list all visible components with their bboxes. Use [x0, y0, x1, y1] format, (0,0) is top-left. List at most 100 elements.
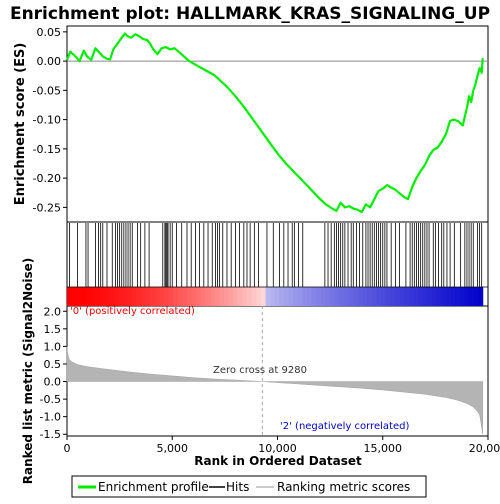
rank-color-band-segment	[409, 287, 414, 306]
chart-title: Enrichment plot: HALLMARK_KRAS_SIGNALING…	[10, 4, 490, 24]
es-ytick-label: 0.05	[37, 26, 62, 39]
rank-color-band-segment	[159, 287, 164, 306]
es-ytick-label: -0.10	[33, 114, 61, 127]
es-ytick-label: -0.15	[33, 143, 61, 156]
rank-color-band-segment	[427, 287, 432, 306]
rank-color-band-segment	[363, 287, 368, 306]
es-ytick-label: 0.00	[37, 55, 62, 68]
rank-color-band-segment	[344, 287, 349, 306]
metric-axis-label: Ranked list metric (Signal2Noise)	[21, 258, 35, 485]
rank-color-band-segment	[372, 287, 377, 306]
rank-color-band-segment	[224, 287, 229, 306]
x-tick-label: 5,000	[157, 442, 189, 455]
legend: Enrichment profile Hits Ranking metric s…	[72, 476, 426, 497]
rank-color-band-segment	[210, 287, 215, 306]
rank-color-band-segment	[432, 287, 437, 306]
es-ytick-label: -0.05	[33, 84, 61, 97]
legend-label-hits: Hits	[226, 480, 249, 494]
rank-color-band-segment	[233, 287, 238, 306]
rank-color-band-segment	[289, 287, 294, 306]
rank-color-band-segment	[67, 287, 72, 306]
rank-color-band-segment	[95, 287, 100, 306]
rank-color-band-segment	[196, 287, 201, 306]
rank-color-band-segment	[219, 287, 224, 306]
rank-color-band-segment	[275, 287, 280, 306]
rank-color-band-segment	[321, 287, 326, 306]
rank-color-band-segment	[113, 287, 118, 306]
rank-color-band-segment	[182, 287, 187, 306]
rank-color-band-segment	[173, 287, 178, 306]
rank-color-band-segment	[358, 287, 363, 306]
rank-color-band-segment	[460, 287, 465, 306]
rank-color-band-segment	[215, 287, 220, 306]
rank-color-band-segment	[90, 287, 95, 306]
rank-color-band-segment	[307, 287, 312, 306]
x-tick-label: 0	[64, 442, 71, 455]
rank-color-band-segment	[136, 287, 141, 306]
rank-color-band-segment	[367, 287, 372, 306]
rank-color-band-segment	[437, 287, 442, 306]
rank-color-band-segment	[284, 287, 289, 306]
rank-color-band-segment	[316, 287, 321, 306]
rank-color-band-segment	[279, 287, 284, 306]
negative-correlated-label: '2' (negatively correlated)	[280, 421, 409, 432]
rank-color-band-segment	[455, 287, 460, 306]
metric-ytick-label: 2.0	[44, 305, 62, 318]
rank-color-band-segment	[386, 287, 391, 306]
es-ytick-label: -0.25	[33, 201, 61, 214]
rank-color-band-segment	[413, 287, 418, 306]
rank-color-band-segment	[266, 287, 271, 306]
rank-color-band-segment	[446, 287, 451, 306]
rank-color-band-segment	[81, 287, 86, 306]
rank-color-band-segment	[141, 287, 146, 306]
rank-color-band-segment	[99, 287, 104, 306]
rank-color-band-segment	[104, 287, 109, 306]
metric-ytick-label: 1.5	[44, 323, 62, 336]
rank-color-band-segment	[349, 287, 354, 306]
positive-correlated-label: '0' (positively correlated)	[70, 306, 195, 317]
rank-color-band-segment	[109, 287, 114, 306]
metric-ytick-label: -1.5	[40, 428, 61, 441]
rank-color-band-segment	[335, 287, 340, 306]
legend-label-metric: Ranking metric scores	[277, 480, 410, 494]
rank-color-band-segment	[243, 287, 248, 306]
rank-color-band-segment	[312, 287, 317, 306]
rank-color-band-segment	[127, 287, 132, 306]
rank-color-band-segment	[376, 287, 381, 306]
rank-color-band-segment	[122, 287, 127, 306]
metric-ytick-label: 0.5	[44, 358, 62, 371]
rank-color-band-segment	[330, 287, 335, 306]
legend-label-enrichment: Enrichment profile	[98, 480, 209, 494]
rank-color-band-segment	[390, 287, 395, 306]
rank-color-band-segment	[326, 287, 331, 306]
es-axis-label: Enrichment score (ES)	[13, 43, 28, 206]
rank-color-band-segment	[441, 287, 446, 306]
rank-color-band-segment	[118, 287, 123, 306]
rank-color-band-segment	[150, 287, 155, 306]
rank-color-band-segment	[418, 287, 423, 306]
rank-color-band-segment	[423, 287, 428, 306]
rank-color-band-segment	[238, 287, 243, 306]
zero-cross-label: Zero cross at 9280	[213, 365, 307, 376]
rank-color-band-segment	[404, 287, 409, 306]
rank-color-band-segment	[293, 287, 298, 306]
rank-color-band-segment	[340, 287, 345, 306]
rank-color-band-segment	[478, 287, 483, 306]
rank-color-band-segment	[146, 287, 151, 306]
rank-color-band-segment	[201, 287, 206, 306]
rank-color-band-segment	[178, 287, 183, 306]
rank-color-band-segment	[395, 287, 400, 306]
rank-color-band-segment	[229, 287, 234, 306]
rank-color-band-segment	[252, 287, 257, 306]
rank-color-band-segment	[261, 287, 266, 306]
rank-color-band-segment	[400, 287, 405, 306]
rank-color-band-segment	[256, 287, 261, 306]
rank-color-band-segment	[187, 287, 192, 306]
rank-color-band-segment	[464, 287, 469, 306]
rank-color-band-segment	[155, 287, 160, 306]
metric-ytick-label: -0.5	[40, 393, 61, 406]
rank-color-band-segment	[85, 287, 90, 306]
rank-color-band-segment	[381, 287, 386, 306]
rank-color-band-segment	[247, 287, 252, 306]
